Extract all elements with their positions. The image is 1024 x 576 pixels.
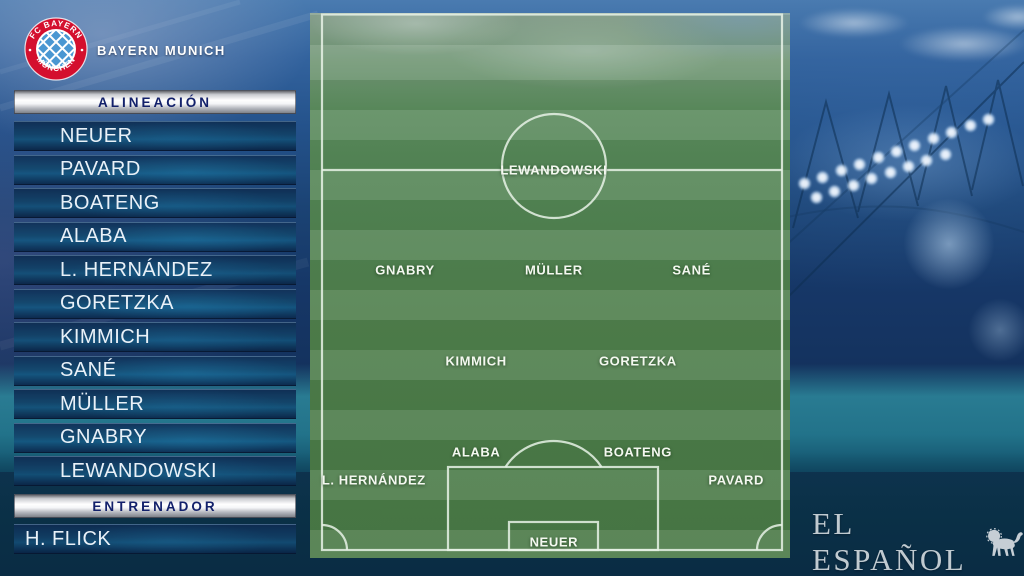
lineup-row: SANÉ xyxy=(14,355,296,386)
floodlight-dot xyxy=(926,132,940,146)
lineup-row: NEUER xyxy=(14,121,296,151)
pitch-player-label: SANÉ xyxy=(672,262,711,278)
floodlight-dot xyxy=(828,184,842,198)
lineup-list: NEUER PAVARD BOATENG ALABA L. HERNÁNDEZ … xyxy=(14,121,296,487)
floodlight-dot xyxy=(938,147,952,161)
truss-mast xyxy=(917,85,973,201)
center-circle xyxy=(500,112,608,220)
lineup-row: GORETZKA xyxy=(14,288,296,319)
pitch-player-label: L. HERNÁNDEZ xyxy=(321,472,426,488)
pitch-lines xyxy=(320,13,784,552)
cloud xyxy=(798,8,910,38)
player-name: L. HERNÁNDEZ xyxy=(60,258,213,281)
penalty-arc xyxy=(504,439,603,468)
pitch-player-label: LEWANDOWSKI xyxy=(500,162,608,178)
floodlight-dot xyxy=(920,153,934,167)
floodlight-glow xyxy=(903,198,995,290)
coach-header: ENTRENADOR xyxy=(14,494,296,518)
floodlight-dot xyxy=(883,166,897,180)
pitch-player-label: ALABA xyxy=(451,444,501,460)
lineup-row: KIMMICH xyxy=(14,322,296,353)
coach-name: H. FLICK xyxy=(25,527,112,550)
lineup-row: PAVARD xyxy=(14,154,296,185)
floodlight-dot xyxy=(963,119,977,133)
roof-cable xyxy=(782,205,1024,233)
player-name: NEUER xyxy=(60,124,133,147)
badge-diamond-core xyxy=(38,31,74,67)
player-name: BOATENG xyxy=(60,191,160,214)
corner-arc-left xyxy=(321,523,349,551)
truss-mast xyxy=(971,79,1024,191)
cloud xyxy=(898,26,1024,62)
player-name: GNABRY xyxy=(60,426,148,449)
pitch-player-label: NEUER xyxy=(529,534,579,550)
floodlight-dot xyxy=(945,125,959,139)
coach-row: H. FLICK xyxy=(14,524,296,554)
floodlight-dot xyxy=(865,172,879,186)
lineup-header-label: ALINEACIÓN xyxy=(98,94,212,110)
player-name: MÜLLER xyxy=(60,392,145,415)
lineup-row: ALABA xyxy=(14,221,296,252)
player-name: ALABA xyxy=(60,225,127,248)
corner-arc-right xyxy=(755,523,783,551)
player-name: GORETZKA xyxy=(60,292,175,315)
lineup-row: LEWANDOWSKI xyxy=(14,456,296,487)
floodlight-dot xyxy=(982,113,995,126)
coach-header-label: ENTRENADOR xyxy=(92,498,218,514)
pitch-player-label: PAVARD xyxy=(708,472,765,488)
lineup-row: BOATENG xyxy=(14,188,296,219)
lion-icon xyxy=(986,528,1024,556)
floodlight-dot xyxy=(853,157,867,171)
club-name: BAYERN MUNICH xyxy=(97,43,226,58)
floodlight-dot xyxy=(798,177,811,190)
roof-cable xyxy=(764,61,1024,321)
floodlight-dot xyxy=(846,178,860,192)
player-name: PAVARD xyxy=(60,158,141,181)
floodlight-dot xyxy=(902,160,915,173)
pitch-player-label: GORETZKA xyxy=(598,353,677,369)
pitch: LEWANDOWSKI GNABRY MÜLLER SANÉ KIMMICH GORETZ… xyxy=(310,13,790,558)
floodlight-dot xyxy=(834,164,848,178)
floodlight-dot xyxy=(816,170,830,184)
pitch-player-label: GNABRY xyxy=(375,262,435,278)
roof-cable xyxy=(771,29,1024,259)
lineup-header: ALINEACIÓN xyxy=(14,90,296,114)
player-name: SANÉ xyxy=(60,359,117,382)
formation-layer: LEWANDOWSKI GNABRY MÜLLER SANÉ KIMMICH GORETZ… xyxy=(310,13,790,558)
bayern-badge-icon: FC BAYERN MÜNCHEN xyxy=(24,17,88,81)
pitch-player-label: KIMMICH xyxy=(445,353,507,369)
player-name: KIMMICH xyxy=(60,325,151,348)
lineup-row: GNABRY xyxy=(14,422,296,453)
lineup-row: MÜLLER xyxy=(14,389,296,420)
floodlight-glow xyxy=(968,298,1024,362)
lineup-row: L. HERNÁNDEZ xyxy=(14,255,296,286)
goal-box xyxy=(507,520,600,552)
pitch-player-label: BOATENG xyxy=(603,444,672,460)
brand-logo: EL ESPAÑOL xyxy=(812,506,1024,576)
player-name: LEWANDOWSKI xyxy=(60,459,217,482)
brand-wordmark: EL ESPAÑOL xyxy=(812,506,967,576)
floodlight-dot xyxy=(890,145,903,158)
floodlight-dot xyxy=(871,151,885,165)
floodlight-dot xyxy=(810,191,823,204)
pitch-player-label: MÜLLER xyxy=(524,262,583,278)
floodlight-dot xyxy=(908,138,922,152)
